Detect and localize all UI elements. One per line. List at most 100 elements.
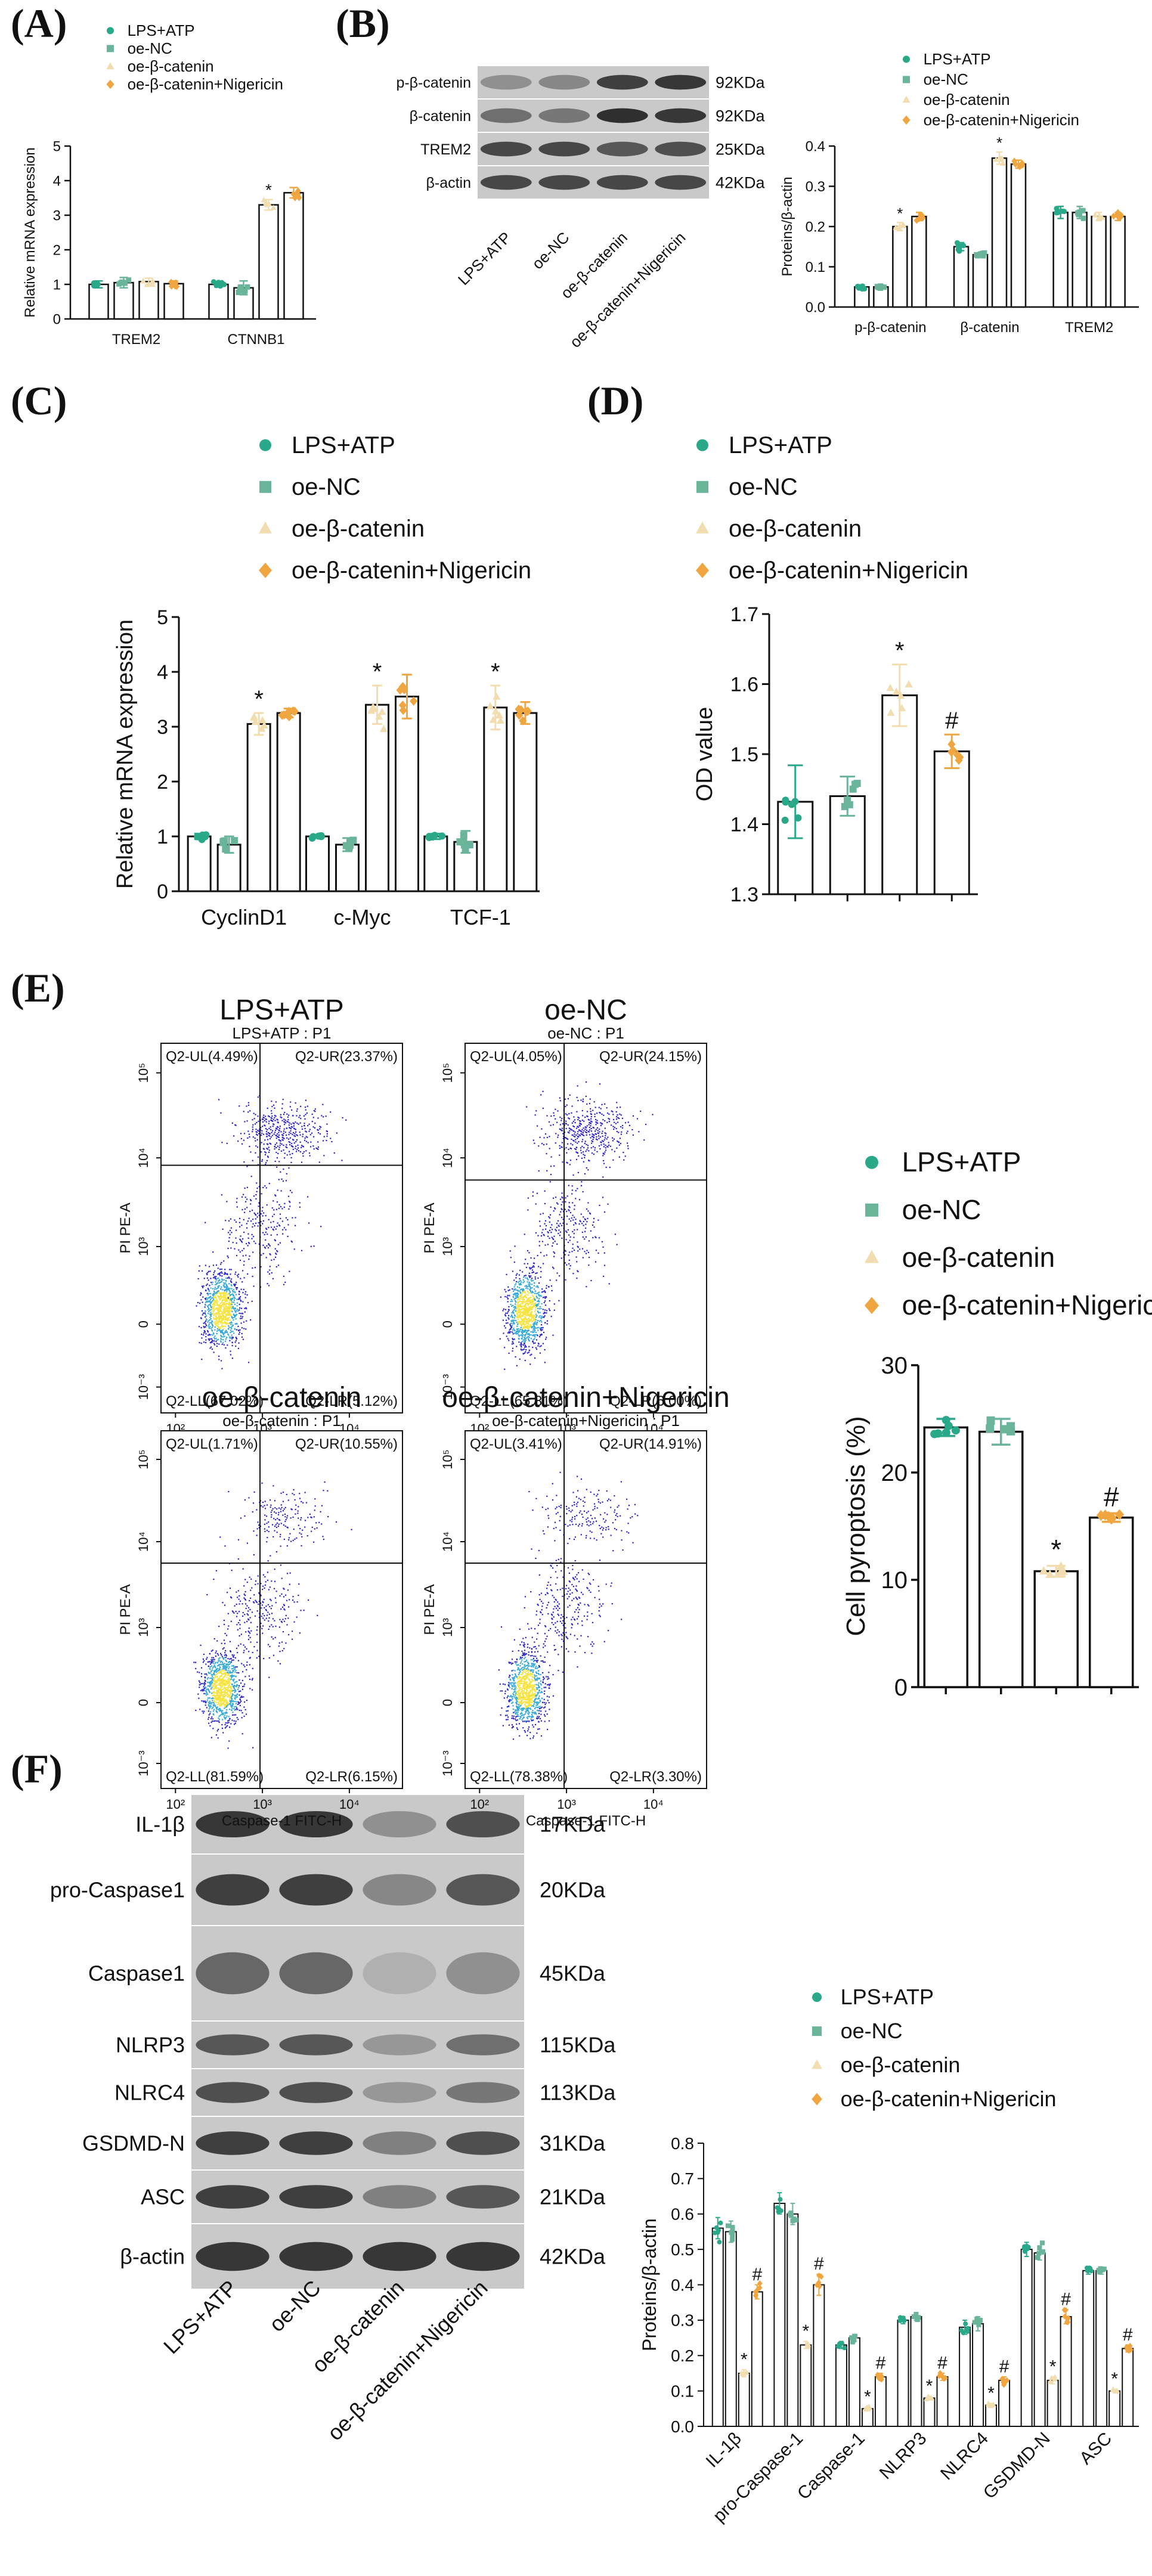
flow-event (286, 1113, 288, 1115)
flow-event (561, 1237, 563, 1239)
flow-event (581, 1145, 583, 1148)
flow-event (215, 1669, 216, 1671)
flow-event (520, 1326, 522, 1328)
flow-event (219, 1275, 221, 1276)
flow-event (241, 1313, 243, 1315)
data-point (290, 706, 299, 717)
flow-event (527, 1303, 529, 1306)
flow-event (537, 1301, 538, 1303)
flow-event (525, 1322, 527, 1323)
flow-event (525, 1329, 527, 1331)
flow-event (284, 1202, 286, 1204)
flow-event (225, 1295, 227, 1297)
flow-event (618, 1144, 620, 1146)
flow-event (513, 1332, 516, 1334)
flow-event (223, 1328, 225, 1330)
flow-event (525, 1306, 527, 1309)
flow-event (581, 1133, 583, 1135)
flow-event (226, 1288, 228, 1290)
flow-event (268, 1285, 270, 1287)
flow-event (535, 1232, 537, 1234)
flow-event (202, 1270, 203, 1272)
bar (163, 283, 184, 320)
flow-event (210, 1287, 212, 1289)
flow-event (218, 1701, 221, 1703)
flow-event (208, 1718, 209, 1720)
flow-event (596, 1122, 598, 1124)
flow-event (205, 1690, 207, 1692)
flow-event (553, 1210, 555, 1212)
bar (800, 2344, 812, 2427)
flow-event (221, 1679, 223, 1681)
flow-event (535, 1110, 537, 1112)
flow-event (572, 1134, 574, 1136)
flow-event (522, 1336, 524, 1338)
flow-event (276, 1234, 278, 1236)
flow-event (505, 1322, 507, 1324)
flow-event (218, 1320, 219, 1322)
flow-event (234, 1303, 236, 1306)
flow-event (215, 1321, 216, 1323)
flow-event (652, 1114, 654, 1115)
flow-event (219, 1703, 221, 1705)
flow-event (512, 1295, 514, 1298)
flow-event (549, 1136, 550, 1137)
flow-event (270, 1254, 271, 1256)
flow-event (220, 1701, 222, 1703)
flow-event (522, 1321, 524, 1323)
flow-event (598, 1106, 600, 1108)
flow-event (210, 1670, 212, 1672)
flow-event (589, 1160, 590, 1162)
y-tick-label: 0.7 (671, 2169, 694, 2188)
flow-event (208, 1681, 210, 1684)
flow-event (230, 1350, 231, 1352)
flow-event (227, 1657, 229, 1660)
data-point (410, 696, 418, 706)
flow-event (539, 1336, 541, 1338)
flow-event (244, 1188, 246, 1189)
flow-event (205, 1325, 208, 1326)
flow-event (231, 1357, 233, 1359)
flow-event (281, 1136, 283, 1138)
flow-event (529, 1314, 531, 1316)
flow-event (290, 1126, 293, 1128)
flow-y-tick-label: 10⁵ (440, 1063, 455, 1083)
flow-event (212, 1332, 214, 1334)
flow-event (274, 1120, 276, 1121)
flow-event (228, 1684, 230, 1686)
flow-event (597, 1219, 599, 1221)
flow-event (510, 1326, 512, 1328)
flow-event (232, 1293, 234, 1295)
flow-event (235, 1229, 237, 1231)
flow-event (531, 1318, 533, 1319)
flow-event (534, 1357, 536, 1359)
flow-event (553, 1252, 556, 1254)
flow-event (224, 1318, 226, 1320)
data-point (236, 289, 241, 295)
flow-event (565, 1137, 567, 1139)
flow-event (532, 1343, 535, 1344)
flow-event (221, 1272, 223, 1274)
flow-event (202, 1658, 205, 1660)
flow-event (205, 1663, 207, 1665)
flow-event (237, 1273, 240, 1275)
flow-event (217, 1301, 219, 1303)
flow-event (582, 1257, 584, 1258)
flow-event (531, 1326, 532, 1328)
flow-event (619, 1137, 621, 1139)
flow-event (517, 1314, 519, 1316)
flow-event (531, 1315, 533, 1317)
quadrant-lr-label: Q2-LR(5.12%) (305, 1393, 398, 1409)
flow-event (317, 1148, 319, 1150)
flow-event (558, 1225, 559, 1226)
flow-event (219, 1715, 221, 1716)
flow-event (208, 1288, 209, 1291)
flow-event (557, 1203, 559, 1205)
flow-event (517, 1296, 519, 1298)
legend-label-3: oe-β-catenin+Nigericin (292, 557, 531, 584)
flow-event (283, 1118, 285, 1120)
flow-event (568, 1185, 569, 1186)
flow-event (221, 1727, 224, 1729)
significance-mark: * (1051, 1534, 1061, 1565)
